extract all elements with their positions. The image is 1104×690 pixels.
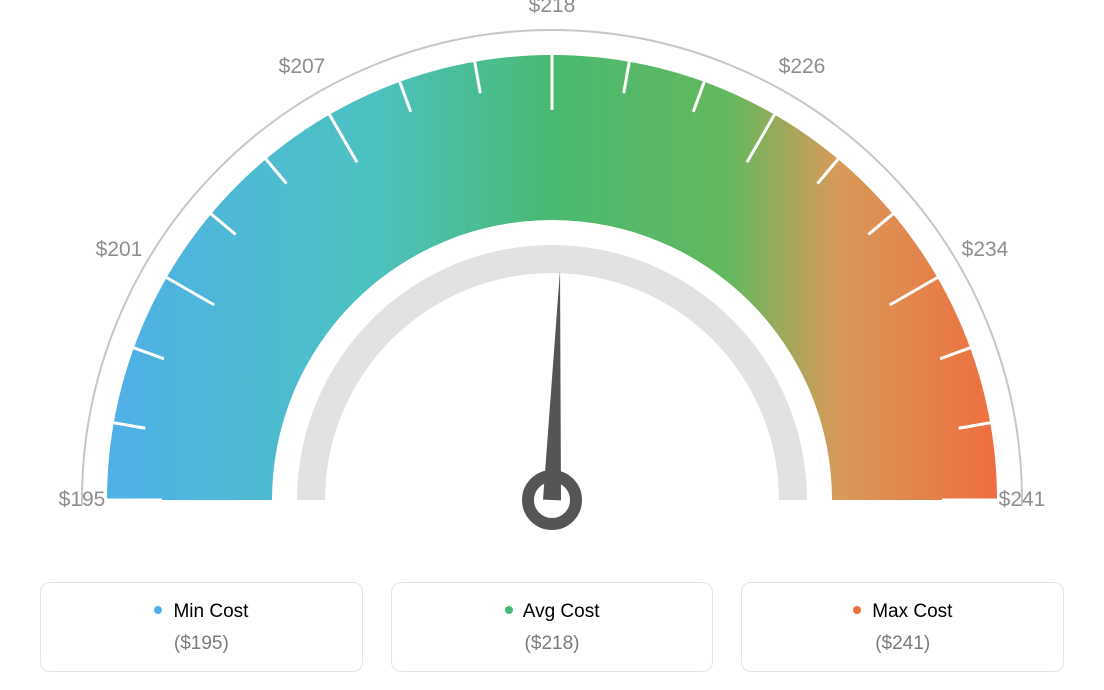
legend-dot-icon [154,606,162,614]
legend-min-title: Min Cost [51,601,352,623]
cost-gauge-container: $195 $201 $207 $218 $226 $234 $241 Min Cost ($… [0,0,1104,690]
legend-avg-label: Avg Cost [523,601,600,622]
gauge-tick-label: $234 [962,238,1009,262]
gauge-tick-label: $241 [999,488,1046,512]
gauge-tick-label: $195 [59,488,106,512]
gauge-tick-label: $226 [779,55,826,79]
gauge-tick-label: $201 [96,238,143,262]
legend-max-value: ($241) [752,633,1053,655]
legend-max-label: Max Cost [872,601,952,622]
legend-row: Min Cost ($195) Avg Cost ($218) Max Cost… [40,582,1064,672]
legend-card-min: Min Cost ($195) [40,582,363,672]
gauge-svg [0,0,1104,560]
legend-card-avg: Avg Cost ($218) [391,582,714,672]
gauge-tick-label: $207 [279,55,326,79]
legend-min-label: Min Cost [173,601,248,622]
legend-max-title: Max Cost [752,601,1053,623]
gauge-tick-label: $218 [529,0,576,18]
legend-min-value: ($195) [51,633,352,655]
legend-dot-icon [853,606,861,614]
legend-avg-value: ($218) [402,633,703,655]
legend-avg-title: Avg Cost [402,601,703,623]
legend-card-max: Max Cost ($241) [741,582,1064,672]
gauge-chart: $195 $201 $207 $218 $226 $234 $241 [0,0,1104,560]
legend-dot-icon [505,606,513,614]
